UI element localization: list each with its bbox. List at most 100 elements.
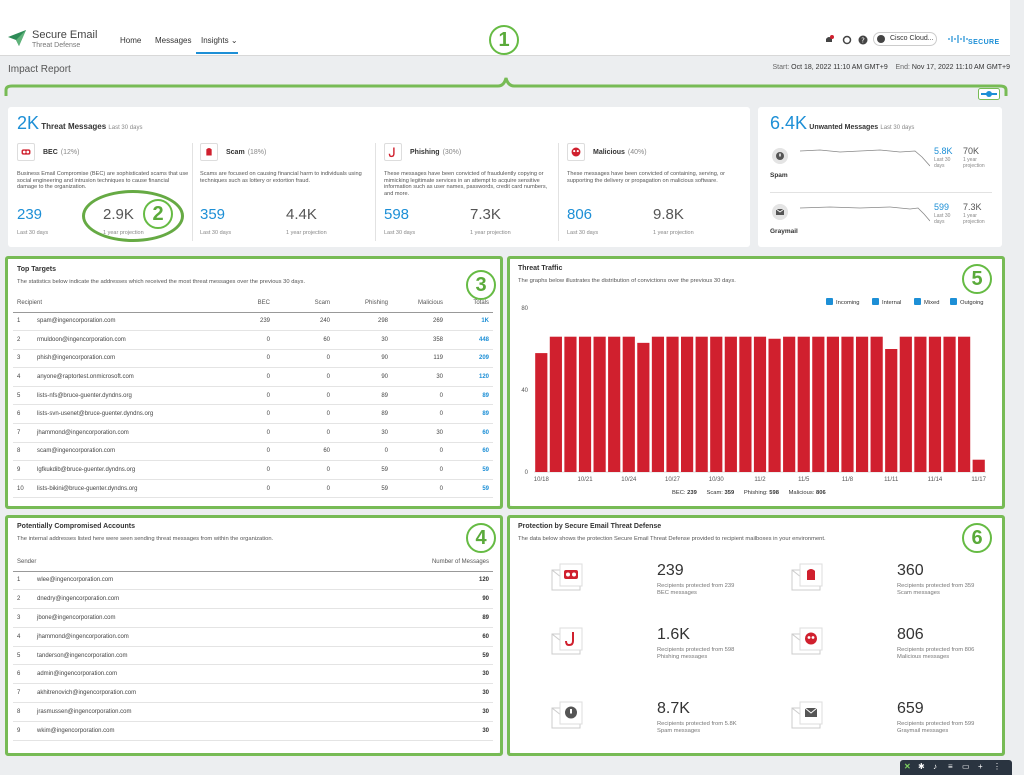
table-row[interactable]: 8 jrasmussen@ingencorporation.com 30	[13, 702, 493, 722]
chart-bar-11-16[interactable]	[958, 336, 971, 472]
nav-home[interactable]: Home	[120, 36, 142, 45]
chart-bar-11-15[interactable]	[943, 336, 956, 472]
chart-bar-11-2[interactable]	[753, 336, 767, 472]
table-row[interactable]: 2 dnedry@ingencorporation.com 90	[13, 589, 493, 610]
nav-insights[interactable]: Insights ⌄	[201, 36, 238, 45]
totals-cell[interactable]: 1K	[447, 312, 493, 332]
chart-bar-10-31[interactable]	[724, 336, 737, 472]
table-row[interactable]: 1 spam@ingencorporation.com 239 240 298 269 1K	[13, 312, 493, 332]
chart-bar-11-10[interactable]	[870, 336, 883, 472]
more-icon[interactable]: ⋮	[993, 762, 1001, 771]
table-row[interactable]: 4 jhammond@ingencorporation.com 60	[13, 627, 493, 647]
nav-messages[interactable]: Messages	[155, 36, 192, 45]
chart-bar-11-9[interactable]	[855, 336, 869, 472]
chart-bar-11-14[interactable]	[928, 336, 942, 472]
column-malicious[interactable]: Malicious	[392, 294, 447, 313]
message-count-cell: 89	[319, 608, 493, 628]
totals-cell[interactable]: 120	[447, 367, 493, 387]
chart-bar-10-26[interactable]	[651, 336, 665, 472]
table-row[interactable]: 7 akhitrenovich@ingencorporation.com 30	[13, 683, 493, 704]
chart-bar-11-13[interactable]	[914, 336, 927, 472]
scam-cell: 60	[274, 442, 334, 462]
legend-outgoing[interactable]: Outgoing	[950, 298, 984, 306]
table-row[interactable]: 10 lists-bikini@bruce-guenter.dyndns.org 0…	[13, 479, 493, 499]
column-phishing[interactable]: Phishing	[334, 294, 392, 313]
table-row[interactable]: 6 admin@ingencorporation.com 30	[13, 664, 493, 685]
plus-icon[interactable]: +	[978, 762, 983, 771]
column-scam[interactable]: Scam	[274, 294, 334, 313]
chart-bar-11-17[interactable]	[972, 459, 985, 472]
row-index: 6	[13, 404, 33, 425]
totals-cell[interactable]: 89	[447, 386, 493, 406]
malicious-cell: 358	[392, 330, 447, 350]
totals-cell[interactable]: 89	[447, 404, 493, 425]
totals-cell[interactable]: 60	[447, 423, 493, 443]
sender-cell: jhammond@ingencorporation.com	[33, 627, 320, 647]
column-totals[interactable]: Totals	[447, 294, 493, 313]
table-row[interactable]: 3 phish@ingencorporation.com 0 0 90 119 209	[13, 349, 493, 369]
chart-bar-11-12[interactable]	[899, 336, 912, 472]
chart-bar-11-5[interactable]	[797, 336, 810, 472]
chart-bar-10-30[interactable]	[710, 336, 723, 472]
chart-bar-10-18[interactable]	[535, 353, 548, 472]
column-recipient[interactable]: Recipient	[13, 294, 229, 313]
table-row[interactable]: 6 lists-svn-usenet@bruce-guenter.dyndns.o…	[13, 404, 493, 425]
totals-cell[interactable]: 59	[447, 479, 493, 499]
chart-bar-11-1[interactable]	[739, 336, 752, 472]
totals-cell[interactable]: 209	[447, 349, 493, 369]
table-row[interactable]: 9 wkim@ingencorporation.com 30	[13, 721, 493, 741]
chart-bar-10-20[interactable]	[564, 336, 577, 472]
phishing-cell: 30	[334, 330, 392, 350]
sender-cell: dnedry@ingencorporation.com	[33, 589, 320, 610]
window-icon[interactable]: ▭	[962, 762, 970, 771]
protection-title: Protection by Secure Email Threat Defens…	[518, 523, 662, 530]
table-row[interactable]: 3 jbone@ingencorporation.com 89	[13, 608, 493, 628]
chart-bar-10-25[interactable]	[637, 342, 650, 472]
list-icon[interactable]: ≡	[948, 762, 953, 771]
x-tick-label: 10/24	[621, 477, 637, 483]
table-row[interactable]: 2 rmuldoon@ingencorporation.com 0 60 30 358 44…	[13, 330, 493, 350]
chart-bar-10-22[interactable]	[593, 336, 606, 472]
chart-bar-11-4[interactable]	[783, 336, 796, 472]
chart-bar-11-8[interactable]	[841, 336, 854, 472]
settings-icon[interactable]: ✱	[918, 762, 925, 771]
notification-bell-icon[interactable]	[824, 35, 834, 45]
close-icon[interactable]: ✕	[904, 762, 911, 771]
chart-bar-10-19[interactable]	[549, 336, 562, 472]
chart-bar-11-7[interactable]	[826, 336, 839, 472]
chart-bar-11-11[interactable]	[885, 349, 898, 472]
unwanted-count: 599	[934, 202, 950, 212]
totals-cell[interactable]: 60	[447, 442, 493, 462]
help-icon[interactable]: ?	[858, 35, 868, 45]
chart-bar-10-28[interactable]	[681, 336, 694, 472]
table-row[interactable]: 5 tanderson@ingencorporation.com 59	[13, 646, 493, 666]
table-row[interactable]: 7 jhammond@ingencorporation.com 0 0 30 30 60	[13, 423, 493, 443]
legend-internal[interactable]: Internal	[872, 298, 901, 306]
chart-bar-11-3[interactable]	[768, 338, 781, 472]
column-sender[interactable]: Sender	[13, 553, 320, 572]
column-bec[interactable]: BEC	[229, 294, 274, 313]
toggle-switch-icon[interactable]	[978, 88, 1000, 100]
totals-cell[interactable]: 448	[447, 330, 493, 350]
bell-icon[interactable]: ♪	[933, 762, 937, 771]
column-number-of-messages[interactable]: Number of Messages	[319, 553, 493, 572]
legend-incoming[interactable]: Incoming	[826, 298, 860, 306]
account-menu-button[interactable]: Cisco Cloud...	[873, 32, 937, 46]
legend-mixed[interactable]: Mixed	[914, 298, 939, 306]
malicious-cell: 0	[392, 404, 447, 425]
table-row[interactable]: 1 wlee@ingencorporation.com 120	[13, 571, 493, 591]
chart-bar-10-23[interactable]	[608, 336, 621, 472]
chart-bar-10-27[interactable]	[666, 336, 679, 472]
chart-bar-10-21[interactable]	[578, 336, 592, 472]
x-tick-label: 11/5	[798, 477, 810, 483]
chart-bar-10-24[interactable]	[622, 336, 635, 472]
totals-cell[interactable]: 59	[447, 460, 493, 480]
gear-icon[interactable]	[842, 35, 852, 45]
chart-bar-10-29[interactable]	[695, 336, 708, 472]
table-row[interactable]: 8 scam@ingencorporation.com 0 60 0 0 60	[13, 442, 493, 462]
legend-label: Internal	[882, 300, 902, 306]
table-row[interactable]: 5 lists-nfs@bruce-guenter.dyndns.org 0 0 89 0…	[13, 386, 493, 406]
chart-bar-11-6[interactable]	[812, 336, 825, 472]
table-row[interactable]: 9 lgfkukdib@bruce-guenter.dyndns.org 0 0 59 0…	[13, 460, 493, 480]
table-row[interactable]: 4 anyone@raptortest.onmicrosoft.com 0 0 90 30…	[13, 367, 493, 387]
